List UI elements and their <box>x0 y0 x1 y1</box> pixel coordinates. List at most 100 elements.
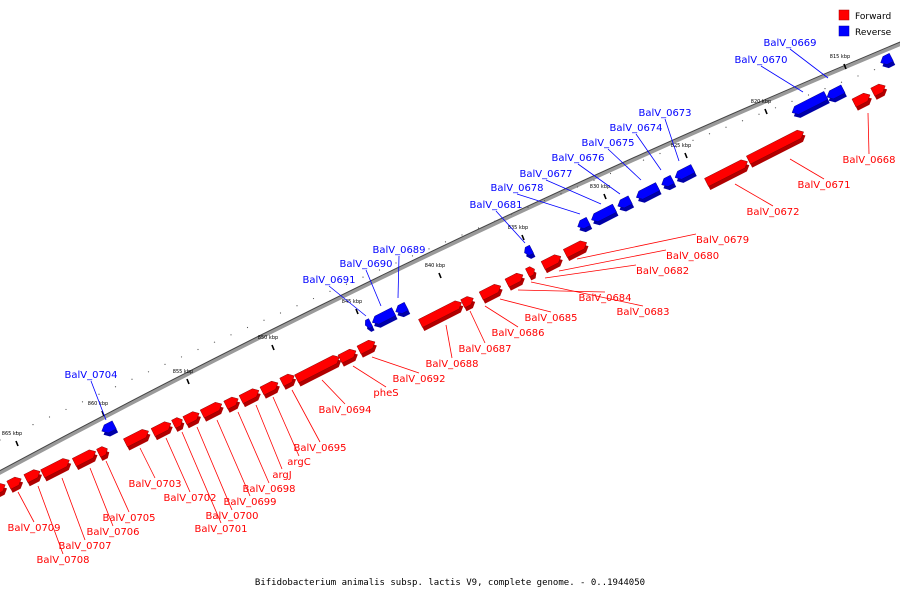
gene-label-balv-0687[interactable]: BalV_0687 <box>458 344 511 355</box>
gene-fwd-13[interactable] <box>337 347 360 367</box>
gene-fwd-28[interactable] <box>6 475 25 493</box>
gene-rev-j[interactable] <box>522 244 536 260</box>
gene-fwd-19[interactable] <box>199 400 226 422</box>
gene-label-balv-0672[interactable]: BalV_0672 <box>746 207 799 218</box>
gene-fwd-15[interactable] <box>279 372 298 390</box>
gene-fwd-24[interactable] <box>96 445 112 461</box>
gene-rev-b[interactable] <box>825 84 847 105</box>
gene-fwd-16[interactable] <box>259 379 282 399</box>
scale-major-tick <box>438 272 442 279</box>
gene-rev-m[interactable] <box>363 318 375 333</box>
gene-label-balv-0689[interactable]: BalV_0689 <box>372 245 425 256</box>
gene-label-balv-0679[interactable]: BalV_0679 <box>696 235 749 246</box>
scale-minor-tick <box>725 126 727 128</box>
gene-fwd-18[interactable] <box>223 395 242 413</box>
gene-label-balv-0702[interactable]: BalV_0702 <box>163 493 216 504</box>
gene-label-balv-0698[interactable]: BalV_0698 <box>242 484 295 495</box>
gene-fwd-22[interactable] <box>150 419 175 441</box>
gene-fwd-25[interactable] <box>71 448 99 471</box>
legend-forward-swatch <box>838 9 850 21</box>
gene-fwd-6[interactable] <box>540 252 565 274</box>
gene-label-balv-0669[interactable]: BalV_0669 <box>763 38 816 49</box>
gene-rev-n[interactable] <box>100 420 119 439</box>
gene-fwd-2[interactable] <box>851 91 874 111</box>
gene-label-balv-0674[interactable]: BalV_0674 <box>609 123 662 134</box>
gene-rev-a[interactable] <box>879 52 896 70</box>
gene-label-balv-0706[interactable]: BalV_0706 <box>86 527 139 538</box>
gene-fwd-27[interactable] <box>23 467 44 487</box>
gene-label-balv-0682[interactable]: BalV_0682 <box>636 266 689 277</box>
scale-minor-tick <box>81 401 84 403</box>
gene-label-balv-0673[interactable]: BalV_0673 <box>638 108 691 119</box>
gene-fwd-11[interactable] <box>418 299 465 332</box>
leader-balv-0700 <box>196 426 233 511</box>
gene-fwd-29[interactable] <box>0 481 9 499</box>
gene-label-balv-0708[interactable]: BalV_0708 <box>36 555 89 566</box>
gene-label-balv-0677[interactable]: BalV_0677 <box>519 169 572 180</box>
gene-fwd-23[interactable] <box>123 427 152 451</box>
gene-rev-k[interactable] <box>394 301 411 319</box>
gene-rev-d[interactable] <box>673 164 697 185</box>
gene-label-balv-0683[interactable]: BalV_0683 <box>616 307 669 318</box>
gene-label-balv-0685[interactable]: BalV_0685 <box>524 313 577 324</box>
gene-fwd-8[interactable] <box>504 271 527 291</box>
gene-label-argc[interactable]: argC <box>287 457 310 468</box>
gene-label-balv-0691[interactable]: BalV_0691 <box>302 275 355 286</box>
leader-balv-0668 <box>867 112 870 155</box>
gene-label-balv-0686[interactable]: BalV_0686 <box>491 328 544 339</box>
gene-rev-l[interactable] <box>370 307 398 330</box>
gene-rev-h[interactable] <box>589 203 619 227</box>
gene-label-balv-0705[interactable]: BalV_0705 <box>102 513 155 524</box>
gene-rev-f[interactable] <box>634 182 662 205</box>
gene-fwd-1[interactable] <box>870 82 889 100</box>
scale-label-850-kbp: 850 kbp <box>258 335 278 341</box>
gene-label-balv-0699[interactable]: BalV_0699 <box>223 497 276 508</box>
gene-fwd-10[interactable] <box>460 294 478 312</box>
gene-label-balv-0670[interactable]: BalV_0670 <box>734 55 787 66</box>
gene-label-balv-0690[interactable]: BalV_0690 <box>339 259 392 270</box>
gene-label-argj[interactable]: argJ <box>272 470 291 481</box>
gene-label-balv-0700[interactable]: BalV_0700 <box>205 511 258 522</box>
gene-fwd-26[interactable] <box>40 456 74 482</box>
scale-minor-tick <box>461 234 463 236</box>
leader-balv-0703 <box>139 447 156 479</box>
gene-label-balv-0709[interactable]: BalV_0709 <box>7 523 60 534</box>
gene-label-balv-0688[interactable]: BalV_0688 <box>425 359 478 370</box>
gene-label-balv-0707[interactable]: BalV_0707 <box>58 541 111 552</box>
gene-label-balv-0704[interactable]: BalV_0704 <box>64 370 117 381</box>
gene-fwd-20[interactable] <box>182 409 203 429</box>
gene-rev-i[interactable] <box>576 216 593 234</box>
scale-minor-tick <box>428 248 430 250</box>
gene-label-phes[interactable]: pheS <box>373 388 398 399</box>
gene-label-balv-0692[interactable]: BalV_0692 <box>392 374 445 385</box>
gene-rev-c[interactable] <box>790 91 830 120</box>
gene-fwd-14[interactable] <box>294 353 344 387</box>
gene-fwd-5[interactable] <box>562 239 590 262</box>
scale-minor-tick <box>824 88 826 90</box>
scale-minor-tick <box>263 319 265 321</box>
gene-label-balv-0681[interactable]: BalV_0681 <box>469 200 522 211</box>
gene-label-balv-0678[interactable]: BalV_0678 <box>490 183 543 194</box>
gene-label-balv-0668[interactable]: BalV_0668 <box>842 155 895 166</box>
gene-rev-e[interactable] <box>660 174 677 192</box>
scale-label-845-kbp: 845 kbp <box>342 299 362 305</box>
gene-label-balv-0701[interactable]: BalV_0701 <box>194 524 247 535</box>
gene-fwd-9[interactable] <box>478 282 505 304</box>
gene-fwd-7[interactable] <box>525 265 538 281</box>
gene-label-balv-0671[interactable]: BalV_0671 <box>797 180 850 191</box>
gene-fwd-12[interactable] <box>356 338 379 358</box>
gene-fwd-17[interactable] <box>238 386 263 408</box>
gene-label-balv-0703[interactable]: BalV_0703 <box>128 479 181 490</box>
gene-fwd-21[interactable] <box>171 416 187 432</box>
gene-label-balv-0695[interactable]: BalV_0695 <box>293 443 346 454</box>
gene-rev-g[interactable] <box>616 195 635 214</box>
gene-fwd-3[interactable] <box>746 128 807 168</box>
scale-minor-tick <box>659 152 661 155</box>
gene-label-balv-0684[interactable]: BalV_0684 <box>578 293 631 304</box>
gene-label-balv-0694[interactable]: BalV_0694 <box>318 405 371 416</box>
gene-label-balv-0680[interactable]: BalV_0680 <box>666 251 719 262</box>
gene-fwd-4[interactable] <box>704 158 751 191</box>
gene-label-balv-0676[interactable]: BalV_0676 <box>551 153 604 164</box>
gene-label-balv-0675[interactable]: BalV_0675 <box>581 138 634 149</box>
scale-minor-tick <box>642 159 645 161</box>
